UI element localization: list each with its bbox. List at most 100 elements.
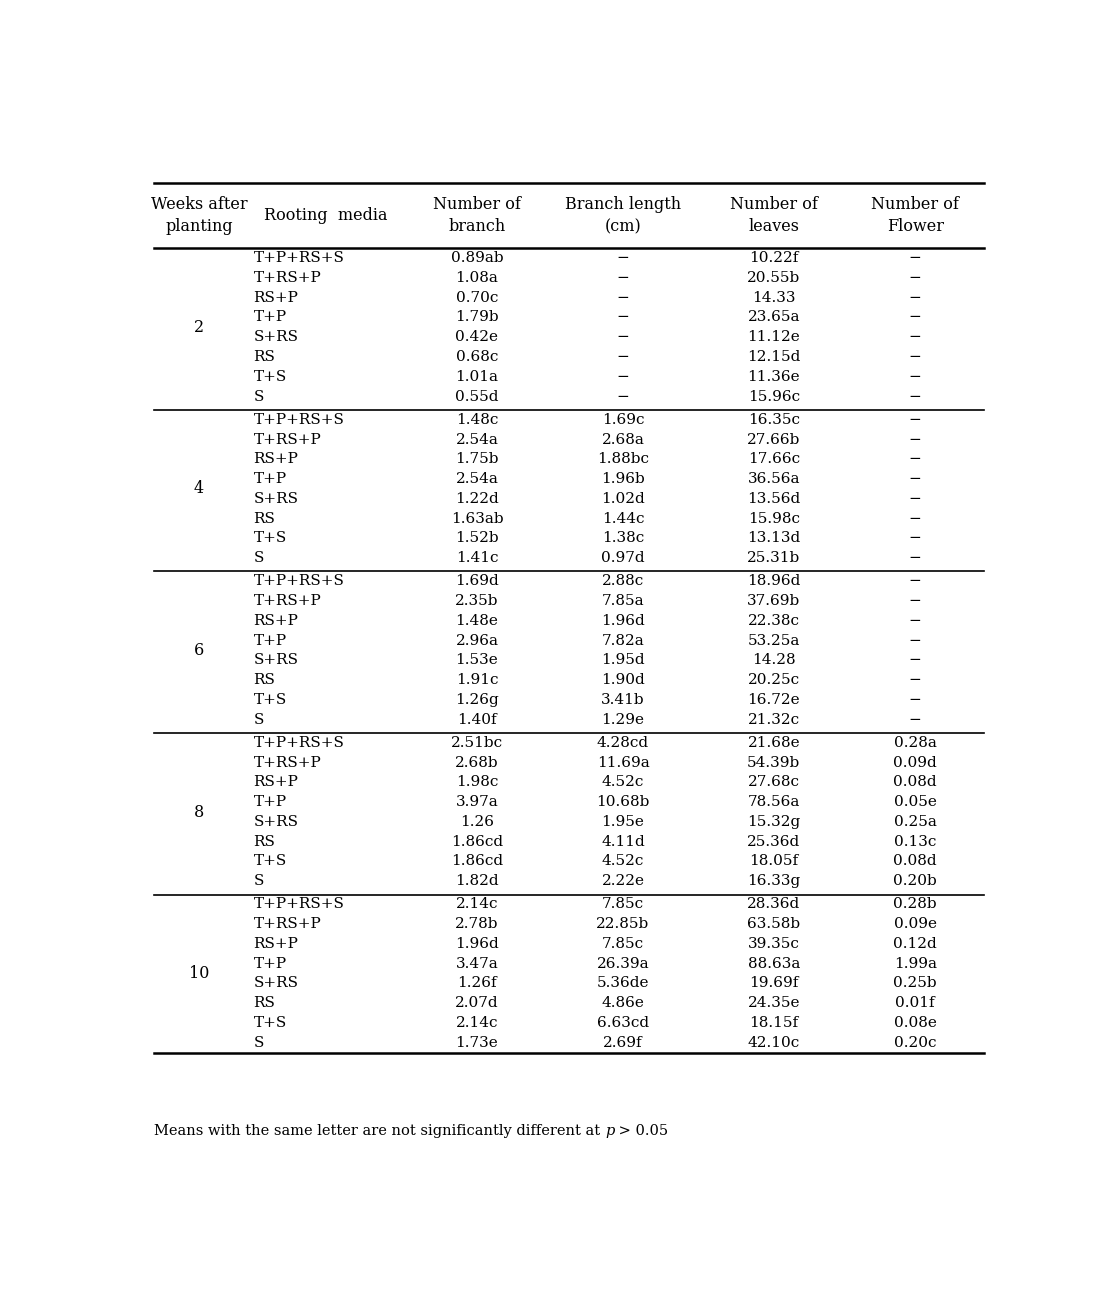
Text: 11.12e: 11.12e: [747, 330, 800, 345]
Text: S: S: [254, 551, 264, 565]
Text: 1.53e: 1.53e: [455, 653, 498, 667]
Text: 21.32c: 21.32c: [748, 713, 800, 727]
Text: 2.35b: 2.35b: [455, 594, 498, 608]
Text: 18.05f: 18.05f: [749, 854, 798, 868]
Text: 1.26: 1.26: [460, 815, 494, 829]
Text: 88.63a: 88.63a: [748, 956, 800, 971]
Text: 2.51bc: 2.51bc: [451, 736, 503, 750]
Text: RS: RS: [254, 512, 275, 526]
Text: 16.72e: 16.72e: [747, 693, 800, 706]
Text: T+RS+P: T+RS+P: [254, 918, 322, 932]
Text: 1.79b: 1.79b: [455, 311, 498, 324]
Text: 1.69c: 1.69c: [602, 412, 644, 426]
Text: 1.26g: 1.26g: [455, 693, 498, 706]
Text: −: −: [909, 311, 921, 324]
Text: 1.96d: 1.96d: [602, 614, 645, 627]
Text: −: −: [909, 290, 921, 305]
Text: 2.54a: 2.54a: [455, 433, 498, 447]
Text: 7.82a: 7.82a: [602, 634, 645, 648]
Text: −: −: [909, 512, 921, 526]
Text: T+P: T+P: [254, 472, 286, 486]
Text: 23.65a: 23.65a: [748, 311, 800, 324]
Text: −: −: [909, 614, 921, 627]
Text: 1.86cd: 1.86cd: [451, 835, 503, 849]
Text: 8: 8: [194, 804, 204, 820]
Text: RS: RS: [254, 350, 275, 364]
Text: −: −: [909, 472, 921, 486]
Text: −: −: [909, 412, 921, 426]
Text: 0.70c: 0.70c: [456, 290, 498, 305]
Text: 5.36de: 5.36de: [597, 976, 649, 990]
Text: 1.99a: 1.99a: [894, 956, 937, 971]
Text: 14.28: 14.28: [753, 653, 796, 667]
Text: 2.07d: 2.07d: [455, 997, 498, 1011]
Text: Weeks after
planting: Weeks after planting: [151, 196, 248, 236]
Text: S: S: [254, 390, 264, 403]
Text: 1.69d: 1.69d: [455, 574, 498, 588]
Text: S+RS: S+RS: [254, 330, 299, 345]
Text: 18.15f: 18.15f: [749, 1016, 798, 1030]
Text: 13.56d: 13.56d: [747, 491, 800, 505]
Text: 16.35c: 16.35c: [748, 412, 800, 426]
Text: 2.68a: 2.68a: [602, 433, 645, 447]
Text: 17.66c: 17.66c: [748, 452, 800, 467]
Text: p: p: [605, 1125, 614, 1138]
Text: 27.66b: 27.66b: [747, 433, 800, 447]
Text: 4.52c: 4.52c: [602, 854, 644, 868]
Text: −: −: [909, 574, 921, 588]
Text: 1.95d: 1.95d: [602, 653, 645, 667]
Text: −: −: [617, 330, 629, 345]
Text: 2.68b: 2.68b: [455, 756, 498, 770]
Text: 1.73e: 1.73e: [455, 1036, 498, 1050]
Text: 4.11d: 4.11d: [602, 835, 645, 849]
Text: 1.86cd: 1.86cd: [451, 854, 503, 868]
Text: RS: RS: [254, 673, 275, 687]
Text: 0.20b: 0.20b: [894, 875, 937, 888]
Text: S+RS: S+RS: [254, 653, 299, 667]
Text: 36.56a: 36.56a: [748, 472, 800, 486]
Text: 1.88bc: 1.88bc: [597, 452, 649, 467]
Text: S: S: [254, 1036, 264, 1050]
Text: −: −: [909, 350, 921, 364]
Text: 1.38c: 1.38c: [602, 531, 644, 546]
Text: 16.33g: 16.33g: [747, 875, 800, 888]
Text: T+S: T+S: [254, 369, 286, 384]
Text: 0.09e: 0.09e: [894, 918, 937, 932]
Text: 1.01a: 1.01a: [455, 369, 498, 384]
Text: 1.95e: 1.95e: [602, 815, 645, 829]
Text: T+RS+P: T+RS+P: [254, 594, 322, 608]
Text: 0.20c: 0.20c: [894, 1036, 937, 1050]
Text: T+P+RS+S: T+P+RS+S: [254, 574, 344, 588]
Text: T+P+RS+S: T+P+RS+S: [254, 897, 344, 911]
Text: RS+P: RS+P: [254, 614, 299, 627]
Text: T+P: T+P: [254, 796, 286, 809]
Text: RS+P: RS+P: [254, 290, 299, 305]
Text: 2.22e: 2.22e: [602, 875, 645, 888]
Text: 37.69b: 37.69b: [747, 594, 800, 608]
Text: 0.08d: 0.08d: [894, 854, 937, 868]
Text: 25.31b: 25.31b: [747, 551, 800, 565]
Text: 4.28cd: 4.28cd: [597, 736, 649, 750]
Text: 15.98c: 15.98c: [748, 512, 800, 526]
Text: 3.97a: 3.97a: [455, 796, 498, 809]
Text: RS+P: RS+P: [254, 937, 299, 951]
Text: 0.05e: 0.05e: [894, 796, 937, 809]
Text: 4.52c: 4.52c: [602, 775, 644, 789]
Text: 1.29e: 1.29e: [602, 713, 645, 727]
Text: 22.85b: 22.85b: [596, 918, 649, 932]
Text: 1.40f: 1.40f: [457, 713, 497, 727]
Text: 1.08a: 1.08a: [455, 271, 498, 285]
Text: Means with the same letter are not significantly different at: Means with the same letter are not signi…: [154, 1125, 605, 1138]
Text: 0.08e: 0.08e: [894, 1016, 937, 1030]
Text: 0.42e: 0.42e: [455, 330, 498, 345]
Text: 4: 4: [194, 481, 204, 498]
Text: −: −: [617, 369, 629, 384]
Text: RS: RS: [254, 997, 275, 1011]
Text: Number of
branch: Number of branch: [433, 196, 521, 236]
Text: −: −: [909, 653, 921, 667]
Text: −: −: [909, 634, 921, 648]
Text: T+S: T+S: [254, 531, 286, 546]
Text: 1.41c: 1.41c: [456, 551, 498, 565]
Text: 10.68b: 10.68b: [596, 796, 649, 809]
Text: 24.35e: 24.35e: [748, 997, 800, 1011]
